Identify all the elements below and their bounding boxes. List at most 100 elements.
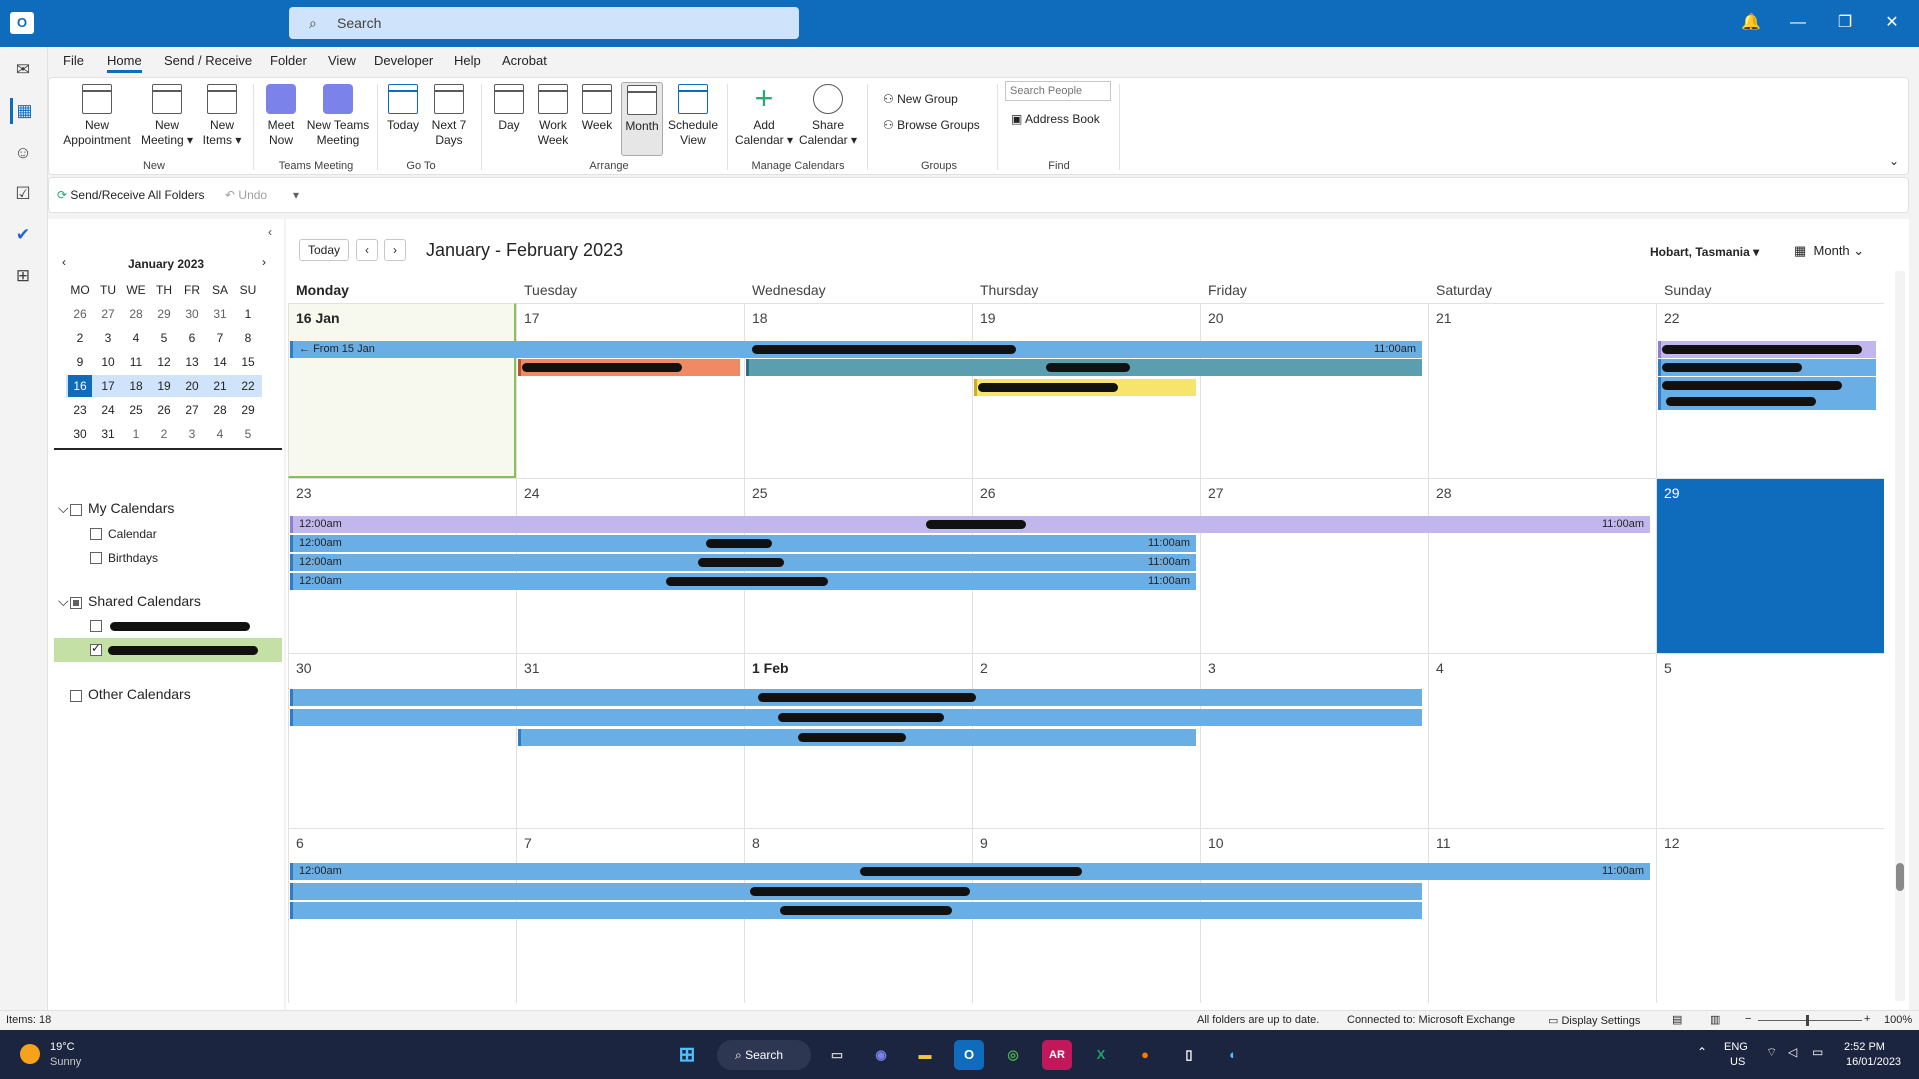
minical-day[interactable]: 6 [188,331,196,345]
task-view-icon[interactable]: ▭ [830,1047,844,1062]
view-dropdown[interactable]: ▦ Month ⌄ [1794,243,1865,258]
minical-day[interactable]: 29 [157,307,171,321]
minical-day[interactable]: 28 [129,307,143,321]
day-view-button[interactable]: Day [489,84,529,133]
zoom-slider[interactable] [1758,1020,1862,1021]
minical-day[interactable]: 3 [104,331,112,345]
browse-groups-button[interactable]: ⚇ Browse Groups [883,118,980,132]
day-cell[interactable] [972,303,1200,478]
send-receive-all-button[interactable]: ⟳ Send/Receive All Folders [57,188,204,202]
tab-view[interactable]: View [328,53,356,68]
prev-month-icon[interactable]: ‹ [62,255,66,269]
wifi-icon[interactable]: ⌔ [1766,1045,1778,1059]
day-cell[interactable] [288,478,516,653]
minimize-button[interactable]: — [1790,14,1806,31]
minical-day[interactable]: 7 [216,331,224,345]
tasks-icon[interactable]: ☑ [15,184,31,203]
chrome-icon[interactable]: ◎ [1007,1047,1019,1062]
minical-day[interactable]: 10 [101,355,115,369]
day-cell[interactable] [1656,478,1884,653]
birthdays-checkbox[interactable] [90,552,102,564]
new-group-button[interactable]: ⚇ New Group [883,92,958,106]
day-cell[interactable] [1200,303,1428,478]
minical-day[interactable]: 8 [244,331,252,345]
minical-day[interactable]: 17 [101,379,115,393]
minical-day[interactable]: 31 [213,307,227,321]
my-calendars-checkbox[interactable] [70,504,82,516]
day-cell[interactable] [288,828,516,1003]
tab-home[interactable]: Home [107,53,142,73]
day-cell[interactable] [516,303,744,478]
my-calendars-toggle[interactable]: ⌵ [58,500,69,516]
outlook-taskbar-icon[interactable]: O [954,1040,984,1070]
next-range-icon[interactable]: › [384,239,406,261]
minical-day[interactable]: 19 [157,379,171,393]
minical-day[interactable]: 12 [157,355,171,369]
day-cell[interactable] [1200,653,1428,828]
shared-calendar-2-checkbox[interactable] [90,641,102,656]
shared-calendar-1-checkbox[interactable] [90,620,102,632]
scrollbar-thumb[interactable] [1896,863,1904,891]
week-view-button[interactable]: Week [577,84,617,133]
work-week-view-button[interactable]: Work Week [533,84,573,148]
minical-day[interactable]: 27 [101,307,115,321]
minical-day[interactable]: 16 [68,375,92,397]
collapse-ribbon-icon[interactable]: ⌄ [1889,154,1900,168]
next-7-days-button[interactable]: Next 7 Days [427,84,471,148]
minical-day[interactable]: 1 [132,427,140,441]
tab-developer[interactable]: Developer [374,53,434,68]
lang-secondary[interactable]: US [1730,1056,1746,1068]
other-calendars-checkbox[interactable] [70,690,82,702]
minical-day[interactable]: 20 [185,379,199,393]
customize-qat-icon[interactable]: ▾ [293,188,300,202]
day-cell[interactable] [516,653,744,828]
share-calendar-button[interactable]: Share Calendar ▾ [797,84,859,148]
taskbar-search[interactable]: ⌕ Search [717,1040,811,1070]
prev-range-icon[interactable]: ‹ [356,239,378,261]
undo-button[interactable]: ↶ Undo [225,188,267,202]
clock-time[interactable]: 2:52 PM [1844,1041,1885,1053]
day-cell[interactable] [1656,828,1884,1003]
day-cell[interactable] [1428,653,1656,828]
minical-day[interactable]: 13 [185,355,199,369]
people-icon[interactable]: ☺ [14,143,32,162]
restore-button[interactable]: ❐ [1837,14,1853,31]
new-appointment-button[interactable]: New Appointment [57,84,137,148]
minical-day[interactable]: 28 [213,403,227,417]
minical-day[interactable]: 30 [73,427,87,441]
tray-chevron-icon[interactable]: ⌃ [1697,1045,1708,1059]
tab-help[interactable]: Help [454,53,481,68]
normal-view-icon[interactable]: ▤ [1672,1014,1683,1026]
day-cell[interactable] [1200,478,1428,653]
day-cell[interactable] [288,653,516,828]
teams-chat-icon[interactable]: ◉ [875,1047,887,1062]
birthdays-folder[interactable]: Birthdays [108,551,159,565]
meet-now-button[interactable]: Meet Now [259,84,303,148]
minical-day[interactable]: 2 [160,427,168,441]
tab-acrobat[interactable]: Acrobat [502,53,547,68]
battery-icon[interactable]: ▭ [1812,1045,1824,1059]
minical-day[interactable]: 21 [213,379,227,393]
minical-day[interactable]: 15 [241,355,255,369]
dex-app-icon[interactable]: ● [1141,1047,1149,1062]
minical-day[interactable]: 2 [76,331,84,345]
excel-icon[interactable]: X [1096,1047,1106,1062]
reading-view-icon[interactable]: ▥ [1710,1014,1721,1026]
mail-icon[interactable]: ✉ [15,60,31,79]
tab-send-receive[interactable]: Send / Receive [164,53,253,68]
minical-day[interactable]: 26 [157,403,171,417]
minical-day[interactable]: 22 [241,379,255,393]
start-icon[interactable]: ⊞ [678,1044,696,1066]
clock-date[interactable]: 16/01/2023 [1846,1056,1902,1068]
day-cell[interactable] [1656,303,1884,478]
volume-icon[interactable]: ◁ [1788,1045,1798,1059]
minical-day[interactable]: 9 [76,355,84,369]
timezone-dropdown[interactable]: Hobart, Tasmania ▾ [1650,245,1760,259]
new-teams-meeting-button[interactable]: New Teams Meeting [305,84,371,148]
new-items-button[interactable]: New Items ▾ [197,84,247,148]
search-input[interactable]: ⌕ Search [289,7,799,39]
zoom-slider-thumb[interactable] [1806,1015,1809,1026]
search-people-input[interactable] [1005,81,1111,101]
minical-day[interactable]: 18 [129,379,143,393]
day-cell[interactable] [1656,653,1884,828]
